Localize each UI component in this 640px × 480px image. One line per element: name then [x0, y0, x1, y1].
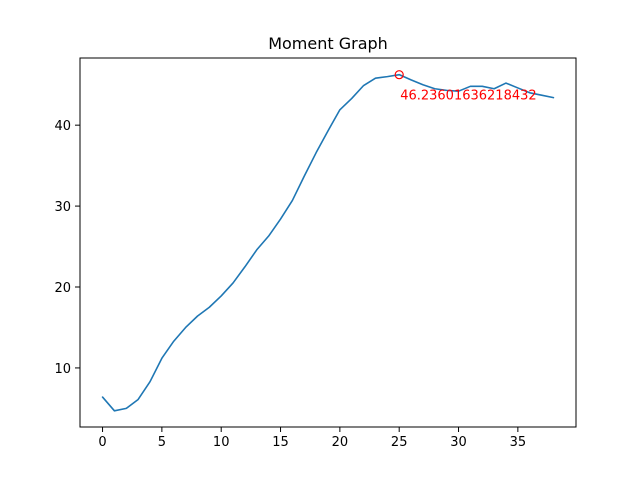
plot-frame: [79, 57, 577, 428]
y-tick-label: 20: [54, 281, 71, 296]
plot-area: 0 5 10 15 20 25 30 35 10 20 30 40 46.23601636218432: [54, 70, 555, 450]
max-point-marker: [394, 70, 404, 80]
y-tick-label: 40: [54, 119, 71, 134]
x-tick-label: 25: [391, 435, 408, 450]
x-tick-label: 0: [98, 435, 106, 450]
x-tick-label: 15: [272, 435, 289, 450]
series-line: [101, 73, 555, 412]
x-tick-label: 30: [450, 435, 467, 450]
x-tick-label: 5: [158, 435, 166, 450]
max-point-label: 46.23601636218432: [400, 89, 536, 104]
x-tick-label: 35: [510, 435, 527, 450]
x-tick-label: 20: [332, 435, 349, 450]
y-tick-label: 10: [54, 362, 71, 377]
chart-title: Moment Graph: [268, 34, 388, 53]
x-tick-label: 10: [213, 435, 230, 450]
y-tick-label: 30: [54, 200, 71, 215]
